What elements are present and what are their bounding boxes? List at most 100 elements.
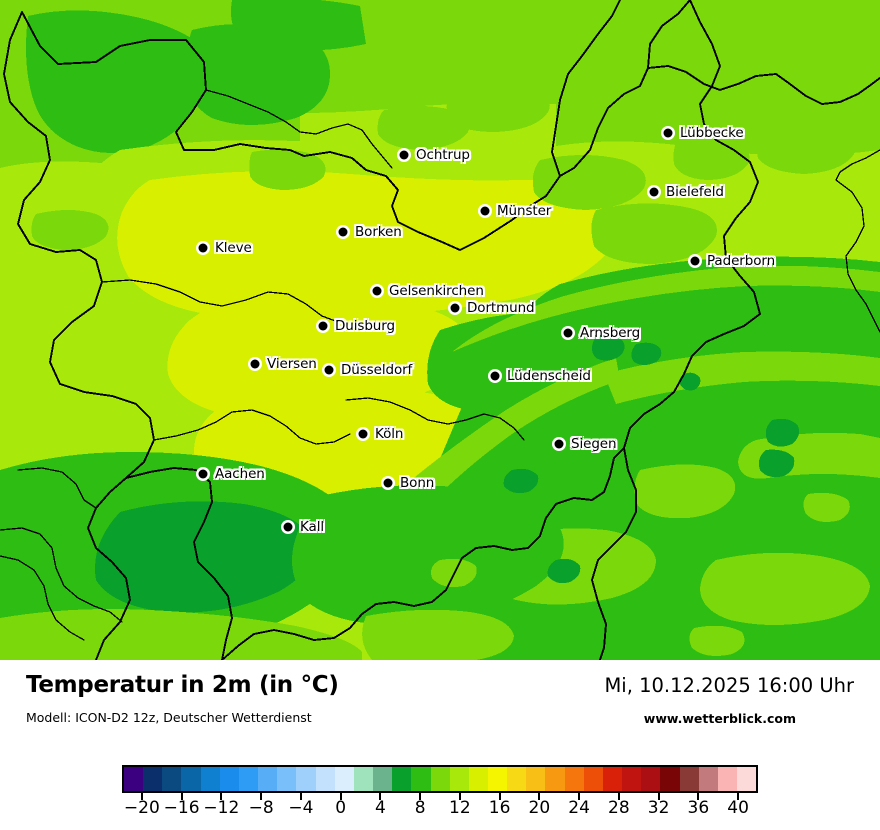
city-label-aachen: Aachen (215, 466, 265, 482)
colorbar-label-12: 28 (608, 798, 630, 818)
city-marker-l-bbecke[interactable] (663, 128, 673, 138)
forecast-datetime: Mi, 10.12.2025 16:00 Uhr (604, 674, 854, 697)
colorbar-label-7: 8 (414, 798, 426, 818)
colorbar-bin-23 (564, 767, 584, 791)
city-label-duisburg: Duisburg (335, 318, 395, 334)
colorbar-label-15: 40 (727, 798, 749, 818)
city-marker-k-ln[interactable] (358, 429, 368, 439)
city-label-kleve: Kleve (215, 240, 252, 256)
colorbar-tick-15 (737, 793, 740, 800)
city-marker-bielefeld[interactable] (649, 187, 659, 197)
colorbar-bin-12 (353, 767, 374, 791)
colorbar-tick-8 (458, 793, 461, 800)
colorbar-bin-31 (717, 767, 737, 791)
city-label-borken: Borken (355, 224, 402, 240)
colorbar-label-10: 20 (528, 798, 551, 818)
colorbar-label-3: −8 (248, 798, 274, 818)
city-marker-paderborn[interactable] (690, 256, 700, 266)
city-label-paderborn: Paderborn (707, 253, 776, 269)
colorbar-bin-27 (641, 767, 661, 791)
city-marker-aachen[interactable] (198, 469, 208, 479)
colorbar-tick-9 (498, 793, 501, 800)
city-label-k-ln: Köln (375, 426, 404, 442)
map-raster (0, 0, 880, 660)
colorbar-bin-28 (660, 767, 680, 791)
colorbar-bin-13 (373, 767, 393, 791)
colorbar-tick-labels: −20 −16 −12 −8 −4 0 4 8 12 16 20 24 28 32 36 40 (122, 798, 758, 824)
colorbar-ticks (122, 793, 758, 801)
colorbar-tick-4 (299, 793, 302, 800)
colorbar-bin-19 (487, 767, 508, 791)
city-label-gelsenkirchen: Gelsenkirchen (389, 283, 484, 299)
colorbar-bin-1 (143, 767, 163, 791)
city-marker-l-denscheid[interactable] (490, 371, 500, 381)
colorbar-tick-5 (339, 793, 342, 800)
colorbar-tick-6 (379, 793, 382, 800)
colorbar-bin-6 (238, 767, 259, 791)
colorbar-label-8: 12 (449, 798, 471, 818)
city-marker-borken[interactable] (338, 227, 348, 237)
colorbar-bin-18 (468, 767, 488, 791)
city-marker-viersen[interactable] (250, 359, 260, 369)
colorbar-label-2: −12 (203, 798, 240, 818)
colorbar-label-1: −16 (163, 798, 200, 818)
colorbar-bin-24 (583, 767, 603, 791)
city-marker-arnsberg[interactable] (563, 328, 573, 338)
city-marker-siegen[interactable] (554, 439, 564, 449)
city-marker-d-sseldorf[interactable] (324, 365, 334, 375)
colorbar-bin-25 (602, 767, 623, 791)
city-marker-m-nster[interactable] (480, 206, 490, 216)
colorbar-bin-15 (411, 767, 431, 791)
colorbar-bin-10 (315, 767, 335, 791)
page-title: Temperatur in 2m (in °C) (26, 672, 339, 698)
city-label-siegen: Siegen (571, 436, 617, 452)
colorbar-tick-7 (419, 793, 422, 800)
colorbar-bin-30 (698, 767, 718, 791)
city-marker-bonn[interactable] (383, 478, 393, 488)
city-label-viersen: Viersen (267, 356, 317, 372)
colorbar-tick-2 (220, 793, 223, 800)
colorbar-bin-0 (124, 767, 144, 791)
city-marker-ochtrup[interactable] (399, 150, 409, 160)
city-label-kall: Kall (300, 519, 324, 535)
city-marker-duisburg[interactable] (318, 321, 328, 331)
colorbar-tick-12 (617, 793, 620, 800)
city-label-l-denscheid: Lüdenscheid (507, 368, 591, 384)
colorbar-bin-32 (737, 767, 757, 791)
colorbar-label-0: −20 (123, 798, 160, 818)
city-label-dortmund: Dortmund (467, 300, 535, 316)
colorbar-label-6: 4 (374, 798, 386, 818)
colorbar-bin-22 (545, 767, 565, 791)
colorbar-bin-5 (219, 767, 239, 791)
colorbar-label-13: 32 (647, 798, 670, 818)
city-label-bielefeld: Bielefeld (666, 184, 724, 200)
website-credit: www.wetterblick.com (643, 711, 796, 726)
city-marker-kall[interactable] (283, 522, 293, 532)
colorbar-bin-21 (526, 767, 546, 791)
temperature-map[interactable]: Lübbecke Bielefeld Ochtrup Münster Paderborn… (0, 0, 880, 660)
colorbar-tick-0 (140, 793, 143, 800)
city-label-l-bbecke: Lübbecke (680, 125, 744, 141)
colorbar-bin-7 (258, 767, 278, 791)
colorbar-bin-20 (507, 767, 527, 791)
city-label-m-nster: Münster (497, 203, 552, 219)
colorbar-tick-11 (578, 793, 581, 800)
colorbar-label-4: −4 (288, 798, 314, 818)
model-subtitle: Modell: ICON-D2 12z, Deutscher Wetterdie… (26, 710, 312, 725)
colorbar-bin-14 (392, 767, 412, 791)
city-marker-kleve[interactable] (198, 243, 208, 253)
colorbar-bin-26 (622, 767, 642, 791)
colorbar-tick-14 (697, 793, 700, 800)
colorbar-bin-17 (449, 767, 469, 791)
colorbar-tick-13 (657, 793, 660, 800)
city-marker-gelsenkirchen[interactable] (372, 286, 382, 296)
colorbar-bin-11 (334, 767, 354, 791)
colorbar-label-14: 36 (687, 798, 710, 818)
colorbar-bin-4 (200, 767, 220, 791)
colorbar-label-9: 16 (488, 798, 511, 818)
footer-panel: Temperatur in 2m (in °C) Modell: ICON-D2… (0, 660, 880, 830)
city-marker-dortmund[interactable] (450, 303, 460, 313)
colorbar-bin-3 (181, 767, 201, 791)
colorbar-bin-9 (296, 767, 316, 791)
